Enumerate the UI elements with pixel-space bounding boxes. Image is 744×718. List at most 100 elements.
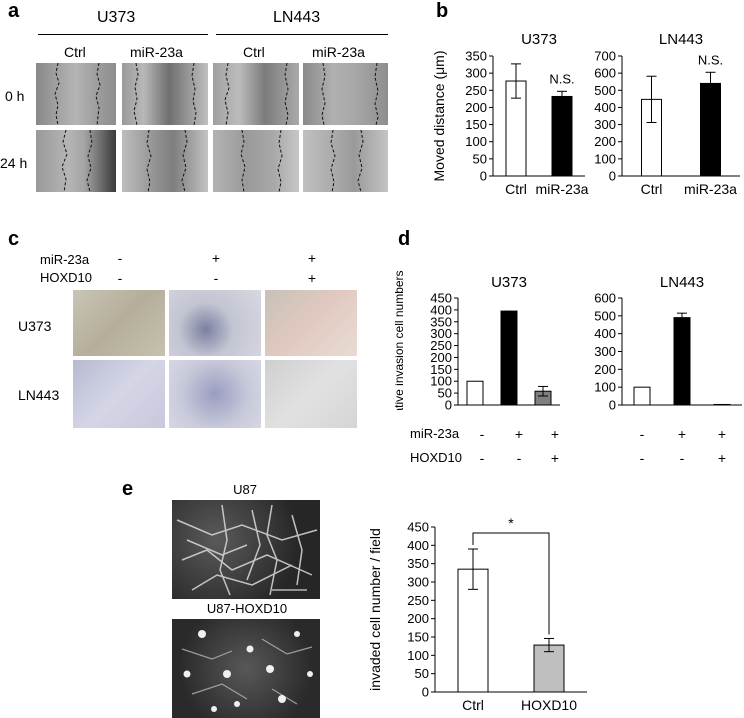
condition-label-ctrl: Ctrl [64, 44, 86, 60]
sign-mir23a-2: + [211, 250, 221, 266]
d-sign-hoxd10-4: - [639, 450, 645, 466]
condition-label-ctrl: Ctrl [243, 44, 265, 60]
micrograph-u87-hoxd10 [172, 619, 320, 718]
d-row-label-mir23a: miR-23a [410, 426, 460, 441]
d-sign-mir23a-1: - [479, 426, 485, 442]
y-tick-label: 300 [594, 117, 616, 132]
invasion-image-u373-control [73, 290, 165, 356]
invasion-image-u373-mir23a [169, 290, 261, 356]
d-sign-hoxd10-1: - [479, 450, 485, 466]
y-tick-label: 200 [407, 611, 429, 626]
bar [466, 380, 484, 406]
timepoint-label-0h: 0 h [5, 88, 25, 104]
d-sign-hoxd10-6: + [717, 450, 727, 466]
divider-ln443 [216, 34, 388, 35]
sign-mir23a-3: + [307, 250, 317, 266]
micrograph-u373-mir23a-0h [122, 63, 208, 125]
condition-label-mir23a: miR-23a [312, 44, 365, 60]
y-tick-label: 400 [430, 302, 452, 317]
y-tick-label: 0 [609, 398, 616, 411]
y-tick-label: 400 [594, 326, 616, 341]
micrograph-ln443-ctrl-0h [213, 63, 299, 125]
y-tick-label: 200 [465, 100, 487, 115]
d-sign-mir23a-3: + [550, 426, 560, 442]
bar [500, 310, 518, 406]
condition-row-label-mir23a: miR-23a [40, 252, 90, 267]
bar [633, 386, 651, 406]
y-tick-label: 0 [609, 169, 616, 184]
y-tick-label: 400 [407, 538, 429, 553]
y-tick-label: 50 [438, 386, 452, 401]
condition-row-label-hoxd10: HOXD10 [40, 270, 93, 285]
chart-title: LN443 [660, 274, 704, 291]
panel-label-d: d [398, 228, 411, 250]
panel-label-c: c [8, 228, 20, 250]
d-sign-hoxd10-2: - [516, 450, 522, 466]
significance-label: N.S. [698, 52, 723, 67]
y-axis-label: Relative invasion cell numbers [395, 270, 406, 410]
significance-label: N.S. [549, 71, 574, 86]
y-tick-label: 100 [430, 374, 452, 389]
condition-label-mir23a: miR-23a [130, 44, 183, 60]
y-axis-label: Moved distance (μm) [431, 51, 447, 182]
invasion-image-ln443-control [73, 360, 165, 428]
x-tick-label: miR-23a [684, 181, 737, 197]
cell-line-label-ln443: LN443 [273, 9, 321, 26]
photo-label-u87-hoxd10: U87-HOXD10 [206, 601, 288, 616]
y-tick-label: 700 [594, 49, 616, 64]
bar [713, 403, 731, 406]
y-tick-label: 600 [594, 291, 616, 306]
d-sign-hoxd10-5: - [679, 450, 685, 466]
invasion-image-ln443-mir23a-hoxd10 [265, 360, 357, 428]
bar-chart-b-ln443: LN443 0 100 200 300 400 500 600 700 Ctrl miR-23a N.… [594, 31, 740, 197]
y-tick-label: 100 [407, 648, 429, 663]
significance-bracket [472, 532, 550, 635]
invasion-image-ln443-mir23a [169, 360, 261, 428]
bar [551, 95, 573, 177]
y-tick-label: 0 [422, 685, 429, 700]
y-tick-label: 200 [594, 362, 616, 377]
divider-u373 [38, 34, 208, 35]
d-row-label-hoxd10: HOXD10 [410, 450, 463, 465]
row-label-u373: U373 [18, 318, 52, 334]
y-tick-label: 600 [594, 66, 616, 81]
sign-hoxd10-3: + [307, 270, 317, 286]
d-sign-mir23a-6: + [717, 426, 727, 442]
d-sign-mir23a-2: + [514, 426, 524, 442]
panel-label-b: b [436, 0, 449, 22]
y-tick-label: 150 [407, 630, 429, 645]
y-tick-label: 50 [473, 151, 487, 166]
d-sign-hoxd10-3: + [550, 450, 560, 466]
x-tick-label: Ctrl [505, 181, 527, 197]
timepoint-label-24h: 24 h [0, 155, 28, 171]
y-tick-label: 150 [430, 362, 452, 377]
y-tick-label: 200 [594, 134, 616, 149]
micrograph-ln443-ctrl-24h [213, 130, 299, 192]
y-tick-label: 100 [465, 134, 487, 149]
y-tick-label: 200 [430, 350, 452, 365]
bar [700, 82, 721, 177]
micrograph-ln443-mir23a-24h [303, 130, 388, 192]
invasion-image-u373-mir23a-hoxd10 [265, 290, 357, 356]
x-tick-label: HOXD10 [521, 697, 577, 713]
sign-hoxd10-2: - [213, 270, 219, 286]
y-tick-label: 350 [407, 556, 429, 571]
y-tick-label: 450 [430, 291, 452, 306]
y-tick-label: 100 [594, 151, 616, 166]
y-tick-label: 0 [445, 398, 452, 411]
y-tick-label: 250 [430, 338, 452, 353]
y-tick-label: 500 [594, 83, 616, 98]
micrograph-u373-ctrl-0h [36, 63, 116, 125]
y-tick-label: 300 [407, 575, 429, 590]
sign-hoxd10-1: - [117, 270, 123, 286]
panel-label-e: e [122, 478, 134, 500]
cell-line-label-u373: U373 [97, 9, 136, 26]
y-tick-label: 350 [430, 314, 452, 329]
bar [533, 644, 565, 693]
x-tick-label: Ctrl [462, 697, 484, 713]
y-tick-label: 150 [465, 117, 487, 132]
y-tick-label: 50 [415, 666, 429, 681]
y-tick-label: 0 [480, 169, 487, 184]
y-tick-label: 250 [407, 593, 429, 608]
